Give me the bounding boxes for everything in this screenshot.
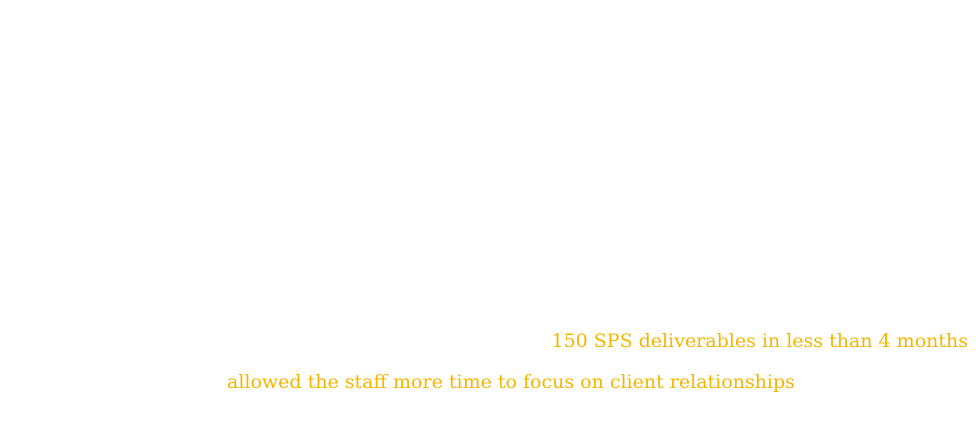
highlight-text-line-1: 150 SPS deliverables in less than 4 mont… bbox=[551, 330, 968, 352]
highlight-text-line-2: allowed the staff more time to focus on … bbox=[227, 371, 795, 393]
